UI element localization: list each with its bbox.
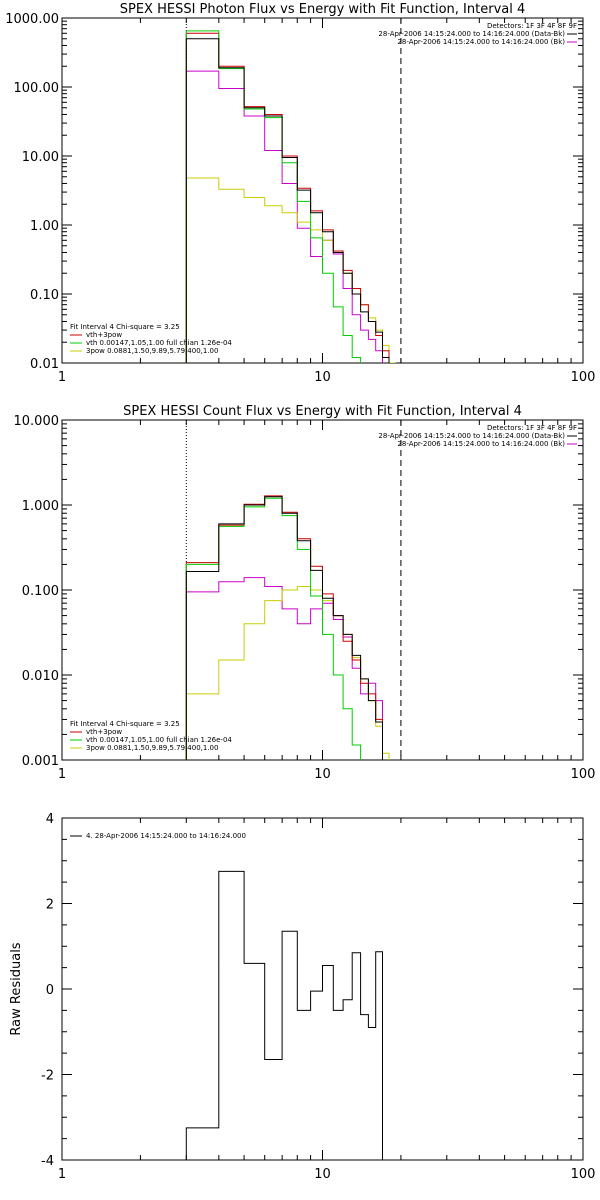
detectors-label: Detectors: 1F 3F 4F 8F 9F xyxy=(487,424,577,432)
y-tick-label: -2 xyxy=(41,1069,54,1084)
y-tick-label: 10.000 xyxy=(14,414,60,429)
chart-title: SPEX HESSI Photon Flux vs Energy with Fi… xyxy=(120,2,526,17)
plot-area xyxy=(185,18,402,363)
detectors-label: Detectors: 1F 3F 4F 8F 9F xyxy=(487,22,577,30)
series-vth-3pow xyxy=(185,495,383,760)
legend-left-label: 3pow 0.0881,1.50,9.89,5.79,400,1.00 xyxy=(86,744,218,752)
photon-flux-chart: SPEX HESSI Photon Flux vs Energy with Fi… xyxy=(5,2,595,385)
legend-right-label: 28-Apr-2006 14:15:24.000 to 14:16:24.000… xyxy=(397,440,565,448)
series-28-apr-2006-14-15-24-000-to-14-16-24-000-bk xyxy=(185,70,383,363)
y-tick-label: 1.00 xyxy=(30,219,59,234)
series-28-apr-2006-14-15-24-000-to-14-16-24-000-data-bk xyxy=(185,38,390,363)
x-tick-label: 100 xyxy=(571,370,596,385)
residuals-chart: 1 10 100 4 2 0 -2 -4 Raw Residuals 4. 28-Apr-2006… xyxy=(9,812,595,1182)
x-tick-label: 1 xyxy=(58,767,66,782)
y-tick-label: 2 xyxy=(46,898,54,913)
x-tick-label: 100 xyxy=(571,1167,596,1182)
legend-right-label: 28-Apr-2006 14:15:24.000 to 14:16:24.000… xyxy=(378,432,565,440)
x-tick-label: 10 xyxy=(314,370,331,385)
y-tick-label: 0.010 xyxy=(22,669,59,684)
series-4-28-apr-2006-14-15-24-000-to-14-16-24-000 xyxy=(185,870,389,1160)
legend-right-label: 28-Apr-2006 14:15:24.000 to 14:16:24.000… xyxy=(397,38,565,46)
x-tick-label: 10 xyxy=(314,1167,331,1182)
legend-left-label: vth+3pow xyxy=(86,331,122,339)
y-tick-label: 10.00 xyxy=(22,150,59,165)
y-tick-label: 0.10 xyxy=(30,288,59,303)
y-tick-label: -4 xyxy=(41,1154,54,1169)
plot-frame xyxy=(61,17,584,364)
y-tick-label: 4 xyxy=(46,812,54,827)
legend-label: 4. 28-Apr-2006 14:15:24.000 to 14:16:24.… xyxy=(86,832,246,840)
y-axis-label: Raw Residuals xyxy=(9,942,24,1035)
y-tick-label: 0 xyxy=(46,983,54,998)
y-tick-label: 0.001 xyxy=(22,754,59,769)
fit-interval-label: Fit Interval 4 Chi-square = 3.25 xyxy=(70,323,180,331)
series-28-apr-2006-14-15-24-000-to-14-16-24-000-data-bk xyxy=(185,496,383,760)
plot-area xyxy=(185,870,389,1160)
y-tick-label: 0.01 xyxy=(30,357,59,372)
x-tick-label: 1 xyxy=(58,370,66,385)
legend-left-label: 3pow 0.0881,1.50,9.89,5.79,400,1.00 xyxy=(86,347,218,355)
y-tick-label: 1000.00 xyxy=(5,12,59,27)
x-tick-label: 1 xyxy=(58,1167,66,1182)
y-tick-label: 100.00 xyxy=(14,81,60,96)
legend-right-label: 28-Apr-2006 14:15:24.000 to 14:16:24.000… xyxy=(378,30,565,38)
series-vth xyxy=(185,30,362,363)
y-tick-label: 1.000 xyxy=(22,499,59,514)
legend-left-label: vth+3pow xyxy=(86,728,122,736)
y-tick-label: 0.100 xyxy=(22,584,59,599)
chart-title: SPEX HESSI Count Flux vs Energy with Fit… xyxy=(123,404,522,419)
legend-left-label: vth 0.00147,1.05,1.00 full chian 1.26e-0… xyxy=(86,736,232,744)
count-flux-chart: SPEX HESSI Count Flux vs Energy with Fit… xyxy=(14,404,596,782)
legend-left-label: vth 0.00147,1.05,1.00 full chian 1.26e-0… xyxy=(86,339,232,347)
plot-area xyxy=(185,420,402,760)
series-vth-3pow xyxy=(185,32,390,363)
series-vth xyxy=(185,497,362,760)
fit-interval-label: Fit Interval 4 Chi-square = 3.25 xyxy=(70,720,180,728)
x-tick-label: 100 xyxy=(571,767,596,782)
x-tick-label: 10 xyxy=(314,767,331,782)
